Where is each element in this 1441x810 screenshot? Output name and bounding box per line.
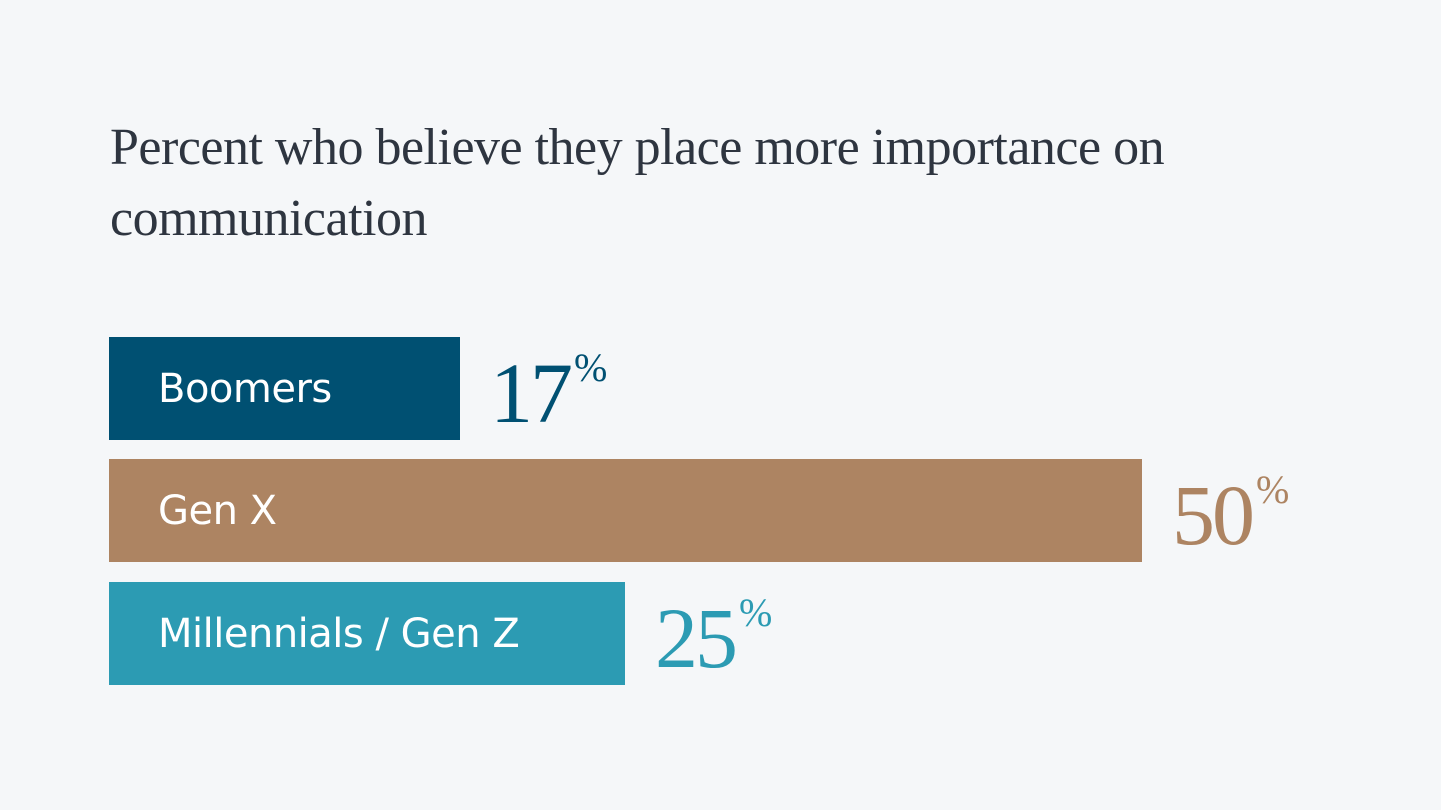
bar-label-millennials-genz: Millennials / Gen Z — [158, 610, 520, 657]
percent-sign: % — [1256, 466, 1290, 512]
value-label-millennials-genz: 25% — [655, 592, 772, 681]
value-label-boomers: 17% — [490, 347, 607, 436]
bar-label-boomers: Boomers — [158, 365, 332, 412]
bar-genx: Gen X — [109, 459, 1142, 562]
bar-row-genx: Gen X 50% — [109, 459, 1289, 562]
bar-boomers: Boomers — [109, 337, 460, 440]
value-number: 17 — [490, 344, 573, 441]
value-number: 25 — [655, 589, 738, 686]
value-number: 50 — [1172, 466, 1255, 563]
percent-sign: % — [574, 344, 608, 390]
bar-millennials-genz: Millennials / Gen Z — [109, 582, 625, 685]
bar-row-boomers: Boomers 17% — [109, 337, 607, 440]
chart-title: Percent who believe they place more impo… — [110, 119, 1165, 247]
bar-label-genx: Gen X — [158, 487, 277, 534]
percent-sign: % — [739, 589, 773, 635]
bar-row-millennials: Millennials / Gen Z 25% — [109, 582, 772, 685]
value-label-genx: 50% — [1172, 469, 1289, 558]
